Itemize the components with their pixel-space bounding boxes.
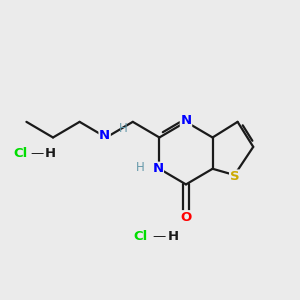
Text: H: H (168, 230, 179, 242)
Text: S: S (230, 170, 239, 183)
Text: Cl: Cl (134, 230, 148, 242)
Text: H: H (119, 122, 128, 135)
Text: H: H (136, 161, 144, 174)
Text: —: — (31, 147, 44, 160)
Text: H: H (44, 147, 56, 160)
Text: O: O (180, 211, 192, 224)
Text: N: N (99, 129, 110, 142)
Text: —: — (153, 230, 166, 242)
Text: Cl: Cl (13, 147, 27, 160)
Text: N: N (180, 114, 191, 127)
Text: N: N (152, 162, 164, 175)
